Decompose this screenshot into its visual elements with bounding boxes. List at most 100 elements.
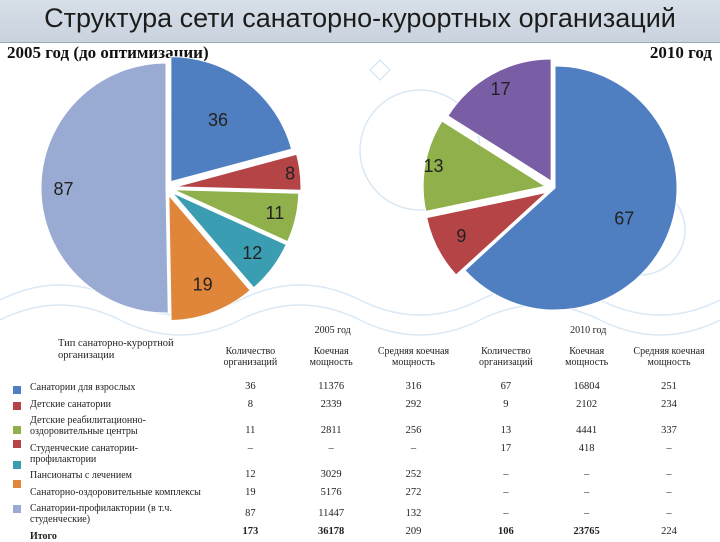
group-header-2010: 2010 год bbox=[570, 324, 607, 336]
pie2-label-3: 13 bbox=[423, 156, 443, 176]
cell-value: 8 bbox=[247, 399, 253, 410]
col-header: Средняя коечная мощность bbox=[633, 346, 705, 368]
legend-square bbox=[13, 402, 21, 410]
cell-value: – bbox=[328, 443, 334, 454]
cell-value: 36 bbox=[245, 381, 256, 393]
pie2-label-4: 17 bbox=[490, 79, 510, 99]
table-cell: 252 272 bbox=[367, 465, 461, 503]
cell-value: – bbox=[584, 507, 590, 519]
legend-square bbox=[13, 386, 21, 394]
pie1-label-1: 36 bbox=[208, 110, 228, 130]
table-cell: 3029 5176 bbox=[296, 465, 367, 503]
cell-value: 12 bbox=[245, 469, 256, 481]
cell-value: – bbox=[584, 487, 590, 498]
cell-value: 5176 bbox=[320, 487, 342, 498]
cell-value: – bbox=[503, 469, 509, 481]
pie2-slice-3 bbox=[422, 120, 547, 212]
cell-value: 67 bbox=[500, 381, 512, 393]
table-row: Пансионаты с лечением Санаторно-оздоровит… bbox=[28, 465, 716, 503]
pie1-slice-1 bbox=[170, 56, 293, 183]
pie1-label-3: 11 bbox=[266, 203, 285, 223]
type-name: Студенческие санатории-профилактории bbox=[30, 443, 139, 465]
table-cell: 12 19 bbox=[205, 465, 296, 503]
type-name: Детские санатории bbox=[30, 399, 111, 410]
pie2-label-1: 67 bbox=[614, 208, 634, 228]
table-cell: 87 173 bbox=[205, 503, 296, 542]
table-cell: – 23765 bbox=[551, 503, 622, 542]
row-type-name: Детские реабилитационно-оздоровительные … bbox=[28, 415, 205, 465]
cell-value: 252 bbox=[405, 469, 422, 481]
table-cell: 11376 2339 bbox=[296, 377, 367, 415]
pie1-slice-3 bbox=[173, 189, 300, 243]
cell-value: – bbox=[666, 469, 672, 481]
table-row: Санатории для взрослых Детские санатории 3… bbox=[28, 377, 716, 415]
cell-value: 11376 bbox=[318, 381, 345, 393]
table-cell: 132 209 bbox=[367, 503, 461, 542]
pie2-slice-1 bbox=[464, 65, 678, 311]
table-cell: – – bbox=[460, 465, 551, 503]
cell-value: – bbox=[503, 507, 509, 519]
table-cell: 16804 2102 bbox=[551, 377, 622, 415]
row-type-name: Пансионаты с лечением Санаторно-оздоровит… bbox=[28, 465, 205, 503]
col-header: Количество организаций bbox=[223, 346, 278, 368]
data-table: Тип санаторно-курортной организации 2005… bbox=[28, 323, 716, 542]
cell-value: – bbox=[503, 487, 509, 498]
table-cell: – – bbox=[622, 465, 716, 503]
pie1-label-4: 12 bbox=[242, 243, 262, 263]
slide-title: Структура сети санаторно-курортных орган… bbox=[44, 3, 676, 33]
table-cell: – – bbox=[551, 465, 622, 503]
cell-value: – bbox=[666, 443, 672, 454]
table-cell: 316 292 bbox=[367, 377, 461, 415]
pie2-slice-4 bbox=[447, 58, 552, 182]
table-cell: 67 9 bbox=[460, 377, 551, 415]
pie1-label-2: 8 bbox=[285, 163, 295, 183]
subtitle-2005: 2005 год (до оптимизации) bbox=[7, 43, 209, 62]
type-name: Пансионаты с лечением bbox=[30, 470, 132, 481]
table-cell: 13 17 bbox=[460, 415, 551, 465]
cell-value: 224 bbox=[661, 525, 677, 537]
col-header: Количество организаций bbox=[479, 346, 533, 368]
cell-value: 2811 bbox=[320, 425, 342, 437]
cell-value: 256 bbox=[405, 425, 422, 437]
cell-value: 337 bbox=[661, 425, 677, 437]
title-bar bbox=[0, 0, 720, 43]
cell-value: 106 bbox=[497, 525, 514, 537]
cell-value: – bbox=[584, 469, 590, 481]
type-name: Детские реабилитационно-оздоровительные … bbox=[30, 415, 146, 437]
pie1-slice-5 bbox=[168, 194, 251, 320]
cell-value: 9 bbox=[503, 399, 509, 410]
type-name: Санатории-профилактории (в т.ч. студенче… bbox=[30, 503, 172, 525]
col-header: Коечная мощность bbox=[565, 346, 609, 368]
cell-value: 13 bbox=[500, 425, 512, 437]
type-name: Санаторно-оздоровительные комплексы bbox=[30, 487, 201, 498]
table-cell: – 106 bbox=[460, 503, 551, 542]
row-type-name: Санатории для взрослых Детские санатории bbox=[28, 377, 205, 415]
subtitle-2010: 2010 год bbox=[649, 43, 712, 62]
table-cell: 11447 36178 bbox=[296, 503, 367, 542]
cell-value: 251 bbox=[661, 381, 677, 393]
table-cell: 256 – bbox=[367, 415, 461, 465]
table-cell: 4441 418 bbox=[551, 415, 622, 465]
row-type-name: Санатории-профилактории (в т.ч. студенче… bbox=[28, 503, 205, 542]
cell-value: 272 bbox=[405, 487, 422, 498]
pie1-slice-2 bbox=[175, 153, 302, 191]
cell-value: 2102 bbox=[576, 399, 598, 410]
table-cell: – 224 bbox=[622, 503, 716, 542]
table-row: Детские реабилитационно-оздоровительные … bbox=[28, 415, 716, 465]
table-cell: 337 – bbox=[622, 415, 716, 465]
table-row: Санатории-профилактории (в т.ч. студенче… bbox=[28, 503, 716, 542]
type-name: Итого bbox=[30, 531, 57, 542]
cell-value: 11 bbox=[245, 425, 256, 437]
cell-value: – bbox=[666, 487, 672, 498]
pie1-label-6: 87 bbox=[53, 179, 73, 199]
table-cell: 11 – bbox=[205, 415, 296, 465]
table-cell: 251 234 bbox=[622, 377, 716, 415]
legend-square bbox=[13, 440, 21, 448]
cell-value: 173 bbox=[242, 525, 259, 537]
cell-value: 2339 bbox=[320, 399, 342, 410]
table-cell: 2811 – bbox=[296, 415, 367, 465]
legend-square bbox=[13, 480, 21, 488]
cell-value: 209 bbox=[405, 525, 422, 537]
col-header: Средняя коечная мощность bbox=[377, 346, 450, 368]
